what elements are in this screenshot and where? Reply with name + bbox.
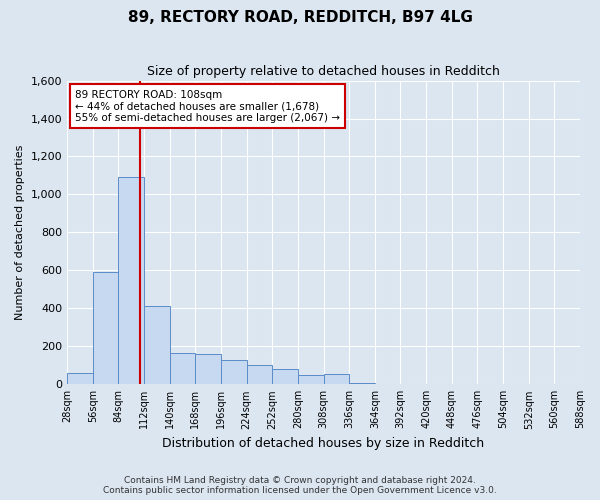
X-axis label: Distribution of detached houses by size in Redditch: Distribution of detached houses by size … (163, 437, 485, 450)
Bar (221, 360, 247, 384)
Bar (298, 375, 323, 384)
Bar (144, 306, 170, 384)
Y-axis label: Number of detached properties: Number of detached properties (15, 144, 25, 320)
Bar (195, 354, 221, 384)
Bar (92, 272, 118, 384)
Text: 89, RECTORY ROAD, REDDITCH, B97 4LG: 89, RECTORY ROAD, REDDITCH, B97 4LG (128, 10, 472, 25)
Title: Size of property relative to detached houses in Redditch: Size of property relative to detached ho… (147, 65, 500, 78)
Text: Contains HM Land Registry data © Crown copyright and database right 2024.
Contai: Contains HM Land Registry data © Crown c… (103, 476, 497, 495)
Bar (170, 353, 195, 384)
Bar (272, 369, 298, 384)
Bar (67, 373, 92, 384)
Bar (118, 178, 144, 384)
Bar (323, 374, 349, 384)
Bar (247, 366, 272, 384)
Text: 89 RECTORY ROAD: 108sqm
← 44% of detached houses are smaller (1,678)
55% of semi: 89 RECTORY ROAD: 108sqm ← 44% of detache… (75, 90, 340, 123)
